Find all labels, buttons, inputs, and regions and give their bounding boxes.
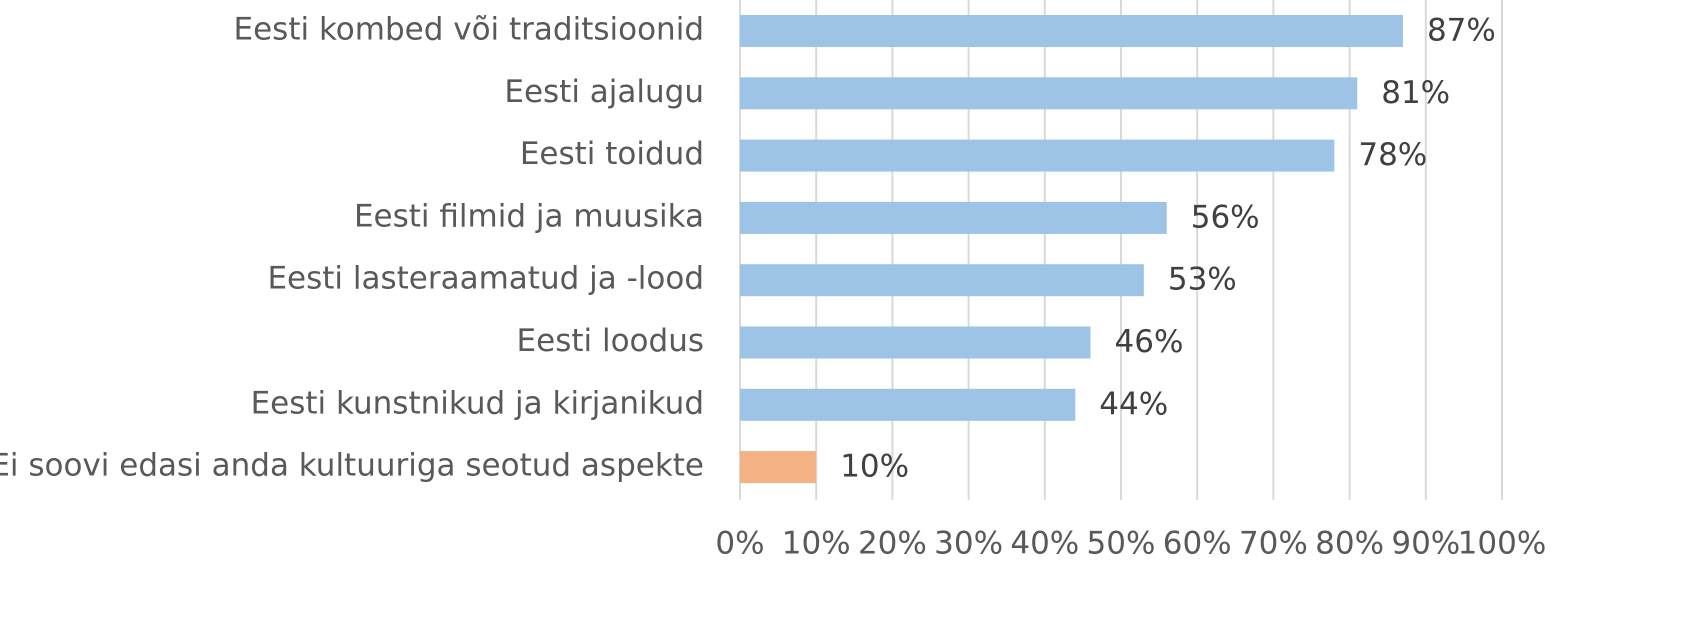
- category-labels: Eesti kombed või traditsioonid Eesti ajal…: [0, 12, 704, 484]
- bar: [740, 264, 1144, 297]
- bar: [740, 451, 817, 484]
- x-tick-label: 20%: [858, 526, 927, 562]
- value-label: 56%: [1191, 199, 1260, 235]
- bar: [740, 388, 1076, 421]
- value-label: 78%: [1358, 137, 1427, 173]
- x-axis-tick-labels: 0% 10% 20% 30% 40% 50% 60% 70% 80% 90%100%: [715, 526, 1546, 562]
- category-label: Ei soovi edasi anda kultuuriga seotud as…: [0, 448, 704, 484]
- bar: [740, 77, 1358, 110]
- x-tick-label: 100%: [1458, 526, 1547, 562]
- x-tick-label: 0%: [715, 526, 764, 562]
- value-label: 10%: [840, 449, 909, 485]
- value-label: 46%: [1115, 324, 1184, 360]
- bar: [740, 139, 1335, 172]
- bar: [740, 326, 1091, 359]
- x-tick-label: 70%: [1239, 526, 1308, 562]
- x-tick-label: 10%: [782, 526, 851, 562]
- category-label: Eesti kunstnikud ja kirjanikud: [251, 385, 704, 421]
- x-tick-label: 90%: [1391, 526, 1460, 562]
- value-labels: 87% 81% 78% 56% 53% 46% 44% 10%: [840, 13, 1496, 485]
- bar: [740, 201, 1167, 234]
- x-tick-label: 40%: [1010, 526, 1079, 562]
- value-label: 53%: [1168, 262, 1237, 298]
- category-label: Eesti loodus: [517, 323, 704, 359]
- x-tick-label: 30%: [934, 526, 1003, 562]
- category-label: Eesti kombed või traditsioonid: [234, 12, 704, 48]
- x-tick-label: 60%: [1163, 526, 1232, 562]
- bar: [740, 15, 1403, 47]
- category-label: Eesti lasteraamatud ja -lood: [267, 261, 704, 297]
- value-label: 44%: [1099, 386, 1168, 422]
- value-label: 81%: [1381, 75, 1450, 111]
- x-tick-label: 80%: [1315, 526, 1384, 562]
- category-label: Eesti toidud: [520, 136, 704, 172]
- category-label: Eesti filmid ja muusika: [354, 198, 704, 234]
- value-label: 87%: [1427, 13, 1496, 49]
- x-tick-label: 50%: [1087, 526, 1156, 562]
- category-label: Eesti ajalugu: [504, 74, 704, 110]
- bars: [740, 15, 1403, 484]
